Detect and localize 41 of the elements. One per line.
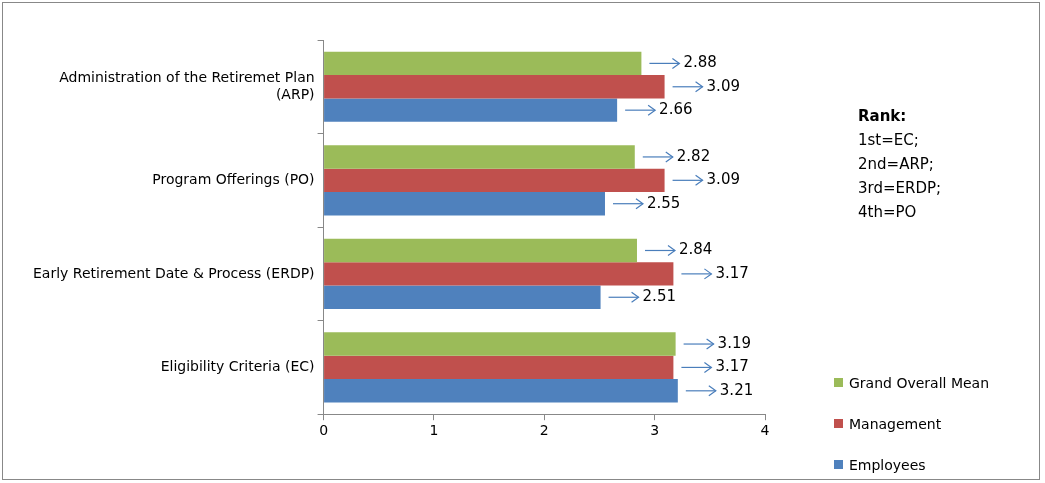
data-label: 3.17 — [715, 263, 749, 282]
x-tick-label: 4 — [760, 422, 770, 439]
bar — [324, 262, 674, 286]
text: Rank: — [858, 106, 908, 127]
data-label: 3.09 — [706, 76, 740, 95]
data-label: 2.82 — [676, 146, 711, 165]
data-label: 3.21 — [719, 380, 754, 399]
data-label: 3.09 — [706, 170, 740, 189]
text: 1st=EC; — [858, 130, 920, 151]
text: 4th=PO — [858, 202, 918, 223]
data-label: 2.51 — [642, 287, 676, 306]
data-label: 2.84 — [678, 240, 713, 259]
bar — [324, 379, 678, 403]
y-tick-label: Administration of the Retiremet Plan (ARP) — [59, 69, 315, 102]
data-label: 2.88 — [683, 53, 717, 72]
bar — [324, 145, 635, 169]
data-label: 2.66 — [659, 100, 693, 119]
data-label: 2.55 — [646, 193, 681, 212]
legend-label: Grand Overall Mean — [849, 374, 990, 391]
bar — [324, 51, 642, 76]
bar — [324, 98, 618, 122]
legend-label: Employees — [849, 456, 926, 473]
y-tick-label: Program Offerings (PO) — [152, 170, 315, 187]
legend-label: Management — [849, 415, 942, 432]
text: 2nd=ARP; — [858, 154, 935, 175]
text: 3rd=ERDP; — [858, 178, 942, 199]
bar — [324, 355, 674, 380]
y-tick-label: Eligibility Criteria (EC) — [160, 358, 315, 375]
data-label: 3.17 — [715, 357, 749, 376]
x-tick-label: 1 — [429, 422, 439, 439]
bar — [324, 332, 676, 356]
x-tick-label: 0 — [319, 422, 329, 439]
x-tick-label: 2 — [539, 422, 549, 439]
data-label: 3.19 — [717, 333, 752, 352]
bar — [324, 75, 665, 99]
y-tick-label: Early Retirement Date & Process (ERDP) — [32, 264, 315, 281]
bar — [324, 168, 665, 193]
x-tick-label: 3 — [650, 422, 660, 439]
bar — [324, 238, 637, 263]
bar — [324, 285, 601, 309]
bar — [324, 192, 605, 216]
